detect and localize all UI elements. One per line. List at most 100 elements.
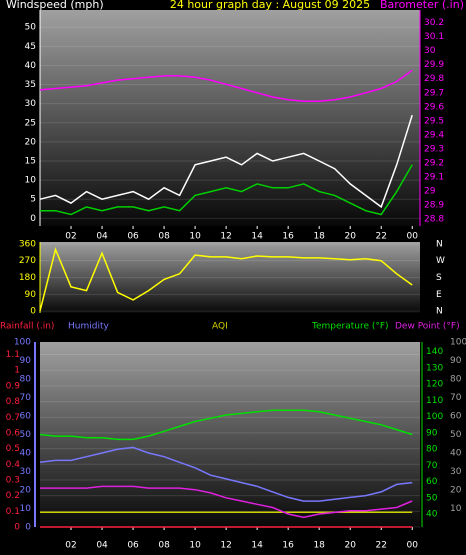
y-tick-label: 0.4 [6, 460, 21, 470]
y-tick-label: 0 [30, 214, 36, 224]
y-tick-label: 0 [30, 307, 36, 317]
y-tick-label: 50 [25, 23, 37, 33]
y2-tick-label: 29.7 [424, 88, 444, 98]
x-tick-label: 16 [282, 232, 294, 242]
y3-tick-label: 10 [20, 504, 32, 514]
x-tick-label: 12 [220, 232, 231, 242]
y2-tick-label: 110 [426, 396, 443, 406]
x-tick-label: 14 [251, 541, 263, 551]
x-tick-label: 06 [127, 232, 139, 242]
y4-tick-label: 50 [450, 430, 462, 440]
y2-tick-label: 29.8 [424, 74, 444, 84]
plot-area [40, 10, 420, 226]
x-tick-label: 10 [189, 232, 201, 242]
y2-tick-label: 29.9 [424, 60, 444, 70]
y2-tick-label: 29 [424, 186, 436, 196]
y2-tick-label: W [436, 256, 445, 266]
y4-tick-label: 20 [450, 486, 462, 496]
legend-entry: AQI [212, 322, 228, 332]
y4-tick-label: 10 [450, 504, 462, 514]
x-tick-label: 04 [96, 232, 108, 242]
y4-tick-label: 100 [450, 338, 466, 348]
y3-tick-label: 60 [20, 412, 32, 422]
y2-tick-label: 29.6 [424, 102, 444, 112]
y-tick-label: 5 [30, 195, 36, 205]
y-tick-label: 0.2 [6, 491, 20, 501]
y4-tick-label: 60 [450, 412, 462, 422]
y2-tick-label: 80 [426, 445, 438, 455]
y-tick-label: 45 [25, 42, 36, 52]
x-tick-label: 20 [344, 541, 356, 551]
y3-tick-label: 70 [20, 393, 32, 403]
y-tick-label: 25 [25, 118, 36, 128]
y2-tick-label: S [436, 273, 442, 283]
x-tick-label: 16 [282, 541, 294, 551]
y3-tick-label: 0 [25, 523, 31, 533]
y-tick-label: 35 [25, 80, 36, 90]
y2-axis-label: Barometer (.in) [380, 0, 464, 11]
series-line [39, 446, 413, 502]
x-tick-label: 22 [375, 232, 386, 242]
y-tick-label: 0.6 [6, 428, 21, 438]
y4-tick-label: 40 [450, 449, 462, 459]
y-tick-label: 0.3 [6, 475, 20, 485]
x-tick-label: 00 [407, 541, 419, 551]
chart-title: 24 hour graph day : August 09 2025 [170, 0, 370, 11]
y-tick-label: 10 [25, 176, 37, 186]
y2-tick-label: 29.5 [424, 116, 444, 126]
y-tick-label: 270 [19, 256, 36, 266]
y2-tick-label: 50 [426, 493, 438, 503]
y3-tick-label: 40 [20, 449, 32, 459]
y-tick-label: 90 [25, 290, 37, 300]
y-tick-label: 0.8 [6, 397, 21, 407]
x-tick-label: 10 [189, 541, 201, 551]
y-tick-label: 15 [25, 157, 36, 167]
y2-tick-label: 30.2 [424, 18, 444, 28]
legend-entry: Dew Point (°F) [395, 322, 460, 332]
legend-entry: Rainfall (.in) [0, 322, 54, 332]
x-tick-label: 00 [407, 232, 419, 242]
plot-area [40, 242, 420, 313]
x-tick-label: 18 [313, 541, 325, 551]
y-tick-label: 20 [25, 137, 37, 147]
y-tick-label: 1.1 [6, 350, 20, 360]
legend-entry: Temperature (°F) [311, 322, 389, 332]
x-tick-label: 08 [158, 232, 170, 242]
y2-tick-label: 40 [426, 510, 438, 520]
y2-tick-label: E [436, 290, 442, 300]
y3-tick-label: 20 [20, 486, 32, 496]
y2-tick-label: 100 [426, 412, 443, 422]
y2-tick-label: 120 [426, 380, 443, 390]
y-tick-label: 0 [14, 523, 20, 533]
y2-tick-label: 29.1 [424, 172, 444, 182]
y-tick-label: 360 [19, 239, 36, 249]
series-line [39, 114, 413, 209]
x-tick-label: 18 [313, 232, 325, 242]
x-tick-label: 02 [65, 232, 76, 242]
x-tick-label: 06 [127, 541, 139, 551]
y2-tick-label: 30 [424, 46, 436, 56]
y-tick-label: 30 [25, 99, 37, 109]
series-line [39, 247, 413, 312]
y2-tick-label: 28.9 [424, 200, 444, 210]
y-tick-label: 180 [19, 273, 36, 283]
y-axis-label: Windspeed (mph) [6, 0, 104, 11]
series-line [39, 69, 413, 102]
y2-tick-label: 29.3 [424, 144, 444, 154]
y4-tick-label: 80 [450, 375, 462, 385]
y2-tick-label: 140 [426, 347, 443, 357]
y-tick-label: 1 [14, 366, 20, 376]
y2-tick-label: 70 [426, 461, 438, 471]
y4-tick-label: 90 [450, 356, 462, 366]
x-tick-label: 22 [375, 541, 386, 551]
y2-tick-label: 29.4 [424, 130, 444, 140]
x-tick-label: 12 [220, 541, 231, 551]
y2-tick-label: 28.8 [424, 214, 444, 224]
x-tick-label: 08 [158, 541, 170, 551]
y2-tick-label: N [436, 239, 443, 249]
series-line [40, 164, 413, 216]
x-tick-label: 20 [344, 232, 356, 242]
y-tick-label: 0.9 [6, 381, 21, 391]
series-line [40, 485, 413, 519]
